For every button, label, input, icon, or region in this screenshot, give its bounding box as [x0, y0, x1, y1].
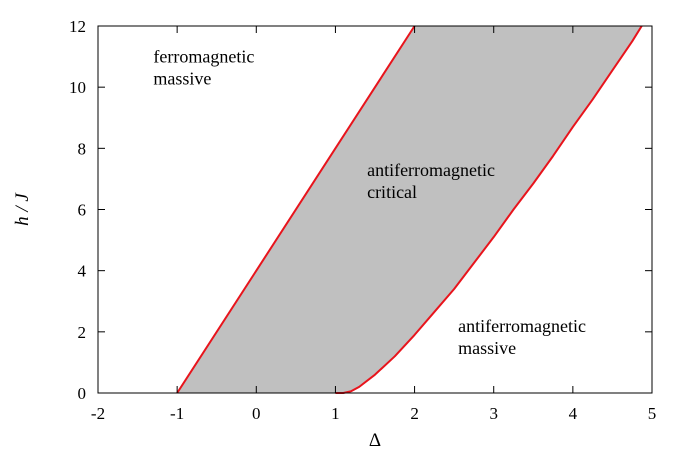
y-tick-label: 8 — [78, 139, 87, 158]
region-label-line: ferromagnetic — [153, 47, 254, 67]
y-axis-ticks: 0 2 4 6 8 10 12 — [69, 17, 652, 403]
x-tick-label: 2 — [410, 404, 419, 423]
y-tick-label: 6 — [78, 201, 87, 220]
x-tick-label: -2 — [91, 404, 105, 423]
boundary-line-2 — [335, 25, 643, 394]
x-axis-ticks: -2 -1 0 1 2 3 4 5 — [91, 26, 656, 423]
critical-region-fill — [177, 26, 642, 393]
y-axis-label: h / J — [12, 192, 33, 226]
region-label-line: antiferromagnetic — [458, 316, 586, 336]
region-label: ferromagnetic massive — [153, 47, 254, 89]
region-label: antiferromagnetic critical — [367, 160, 495, 202]
y-tick-label: 2 — [78, 323, 87, 342]
y-tick-label: 10 — [69, 78, 86, 97]
boundary-line-1 — [176, 25, 416, 394]
x-tick-label: 3 — [489, 404, 498, 423]
y-tick-label: 0 — [78, 384, 87, 403]
x-axis-label: Δ — [369, 430, 381, 451]
region-label-line: critical — [367, 182, 417, 202]
region-label-line: massive — [153, 69, 211, 89]
x-tick-label: 4 — [569, 404, 578, 423]
x-tick-label: 0 — [252, 404, 261, 423]
region-label-line: antiferromagnetic — [367, 160, 495, 180]
x-tick-label: -1 — [170, 404, 184, 423]
region-label-line: massive — [458, 338, 516, 358]
x-tick-label: 1 — [331, 404, 340, 423]
y-tick-label: 4 — [78, 262, 87, 281]
y-tick-label: 12 — [69, 17, 86, 36]
series-layer — [176, 25, 643, 394]
x-tick-label: 5 — [648, 404, 657, 423]
region-label: antiferromagnetic massive — [458, 316, 586, 358]
